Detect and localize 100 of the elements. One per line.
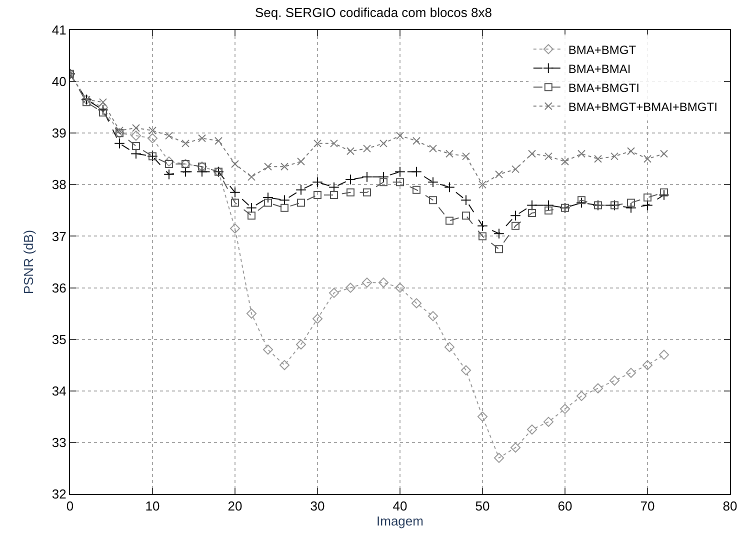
point	[345, 282, 356, 293]
point	[264, 162, 272, 171]
point	[248, 172, 256, 181]
point	[396, 178, 404, 186]
point	[346, 188, 354, 196]
x-tick-label: 60	[558, 498, 572, 514]
x-tick-label: 20	[228, 498, 242, 514]
point	[164, 168, 174, 180]
point	[262, 344, 274, 355]
y-tick-label: 35	[52, 332, 66, 347]
point	[296, 184, 306, 196]
point	[378, 278, 389, 288]
point	[576, 390, 587, 402]
point	[198, 134, 206, 142]
point	[394, 166, 406, 178]
point	[346, 147, 354, 156]
point	[446, 150, 454, 158]
point	[328, 288, 340, 298]
point	[98, 104, 108, 116]
point	[279, 360, 290, 370]
legend-label: BMA+BMGTI	[568, 80, 640, 95]
point	[330, 139, 338, 148]
point	[528, 209, 536, 218]
point	[642, 360, 653, 370]
point	[560, 404, 570, 414]
point	[642, 200, 653, 211]
point	[231, 198, 239, 207]
point	[362, 278, 372, 288]
legend-label: BMA+BMGT	[568, 42, 637, 57]
point	[644, 194, 652, 202]
y-tick-label: 36	[52, 280, 66, 296]
point	[165, 160, 173, 168]
point	[130, 130, 142, 141]
point	[297, 157, 305, 166]
point	[180, 166, 191, 178]
point	[248, 212, 256, 220]
point	[378, 172, 389, 182]
point	[279, 194, 290, 206]
point	[165, 132, 173, 140]
point	[330, 190, 338, 199]
point	[296, 339, 306, 350]
legend-label: BMA+BMGT+BMAI+BMGTI	[568, 100, 718, 114]
point	[246, 308, 257, 319]
x-tick-label: 0	[66, 498, 74, 514]
x-tick-label: 40	[392, 498, 408, 514]
point	[380, 178, 388, 186]
point	[543, 200, 554, 211]
point	[116, 126, 124, 135]
point	[312, 176, 323, 188]
point	[412, 136, 420, 145]
point	[658, 190, 670, 200]
point	[543, 416, 554, 427]
point	[444, 182, 455, 193]
point	[644, 154, 652, 163]
point	[99, 108, 107, 116]
point	[610, 152, 618, 160]
point	[561, 157, 569, 166]
y-tick-label: 38	[52, 177, 66, 192]
point	[460, 194, 472, 206]
point	[576, 197, 587, 208]
point	[626, 202, 636, 214]
point	[544, 206, 552, 214]
point	[297, 198, 305, 207]
x-tick-label: 50	[475, 498, 490, 514]
point	[429, 144, 437, 153]
x-tick-label: 30	[310, 498, 325, 514]
point	[380, 139, 388, 148]
point	[394, 282, 406, 293]
x-tick-label: 10	[145, 498, 160, 514]
point	[578, 196, 586, 204]
point	[594, 154, 602, 163]
point	[510, 442, 521, 453]
point	[130, 148, 142, 160]
point	[428, 311, 438, 322]
y-tick-label: 40	[52, 74, 66, 90]
point	[182, 139, 190, 148]
y-tick-label: 41	[52, 22, 66, 38]
point	[526, 200, 538, 211]
point	[132, 142, 140, 150]
point	[246, 202, 257, 214]
point	[230, 187, 240, 198]
point	[477, 412, 488, 422]
point	[512, 222, 520, 230]
legend-label: BMA+BMAI	[568, 62, 631, 76]
point	[660, 188, 668, 196]
point	[477, 220, 488, 232]
point	[627, 147, 635, 156]
point	[262, 192, 274, 203]
point	[528, 150, 536, 158]
y-tick-label: 37	[52, 228, 66, 244]
point	[412, 186, 420, 194]
point	[345, 174, 356, 185]
point	[314, 190, 322, 199]
y-tick-label: 34	[52, 383, 66, 398]
point	[428, 176, 438, 188]
point	[82, 98, 90, 106]
point	[446, 216, 454, 225]
point	[362, 172, 372, 182]
point	[363, 144, 371, 153]
point	[114, 138, 125, 149]
